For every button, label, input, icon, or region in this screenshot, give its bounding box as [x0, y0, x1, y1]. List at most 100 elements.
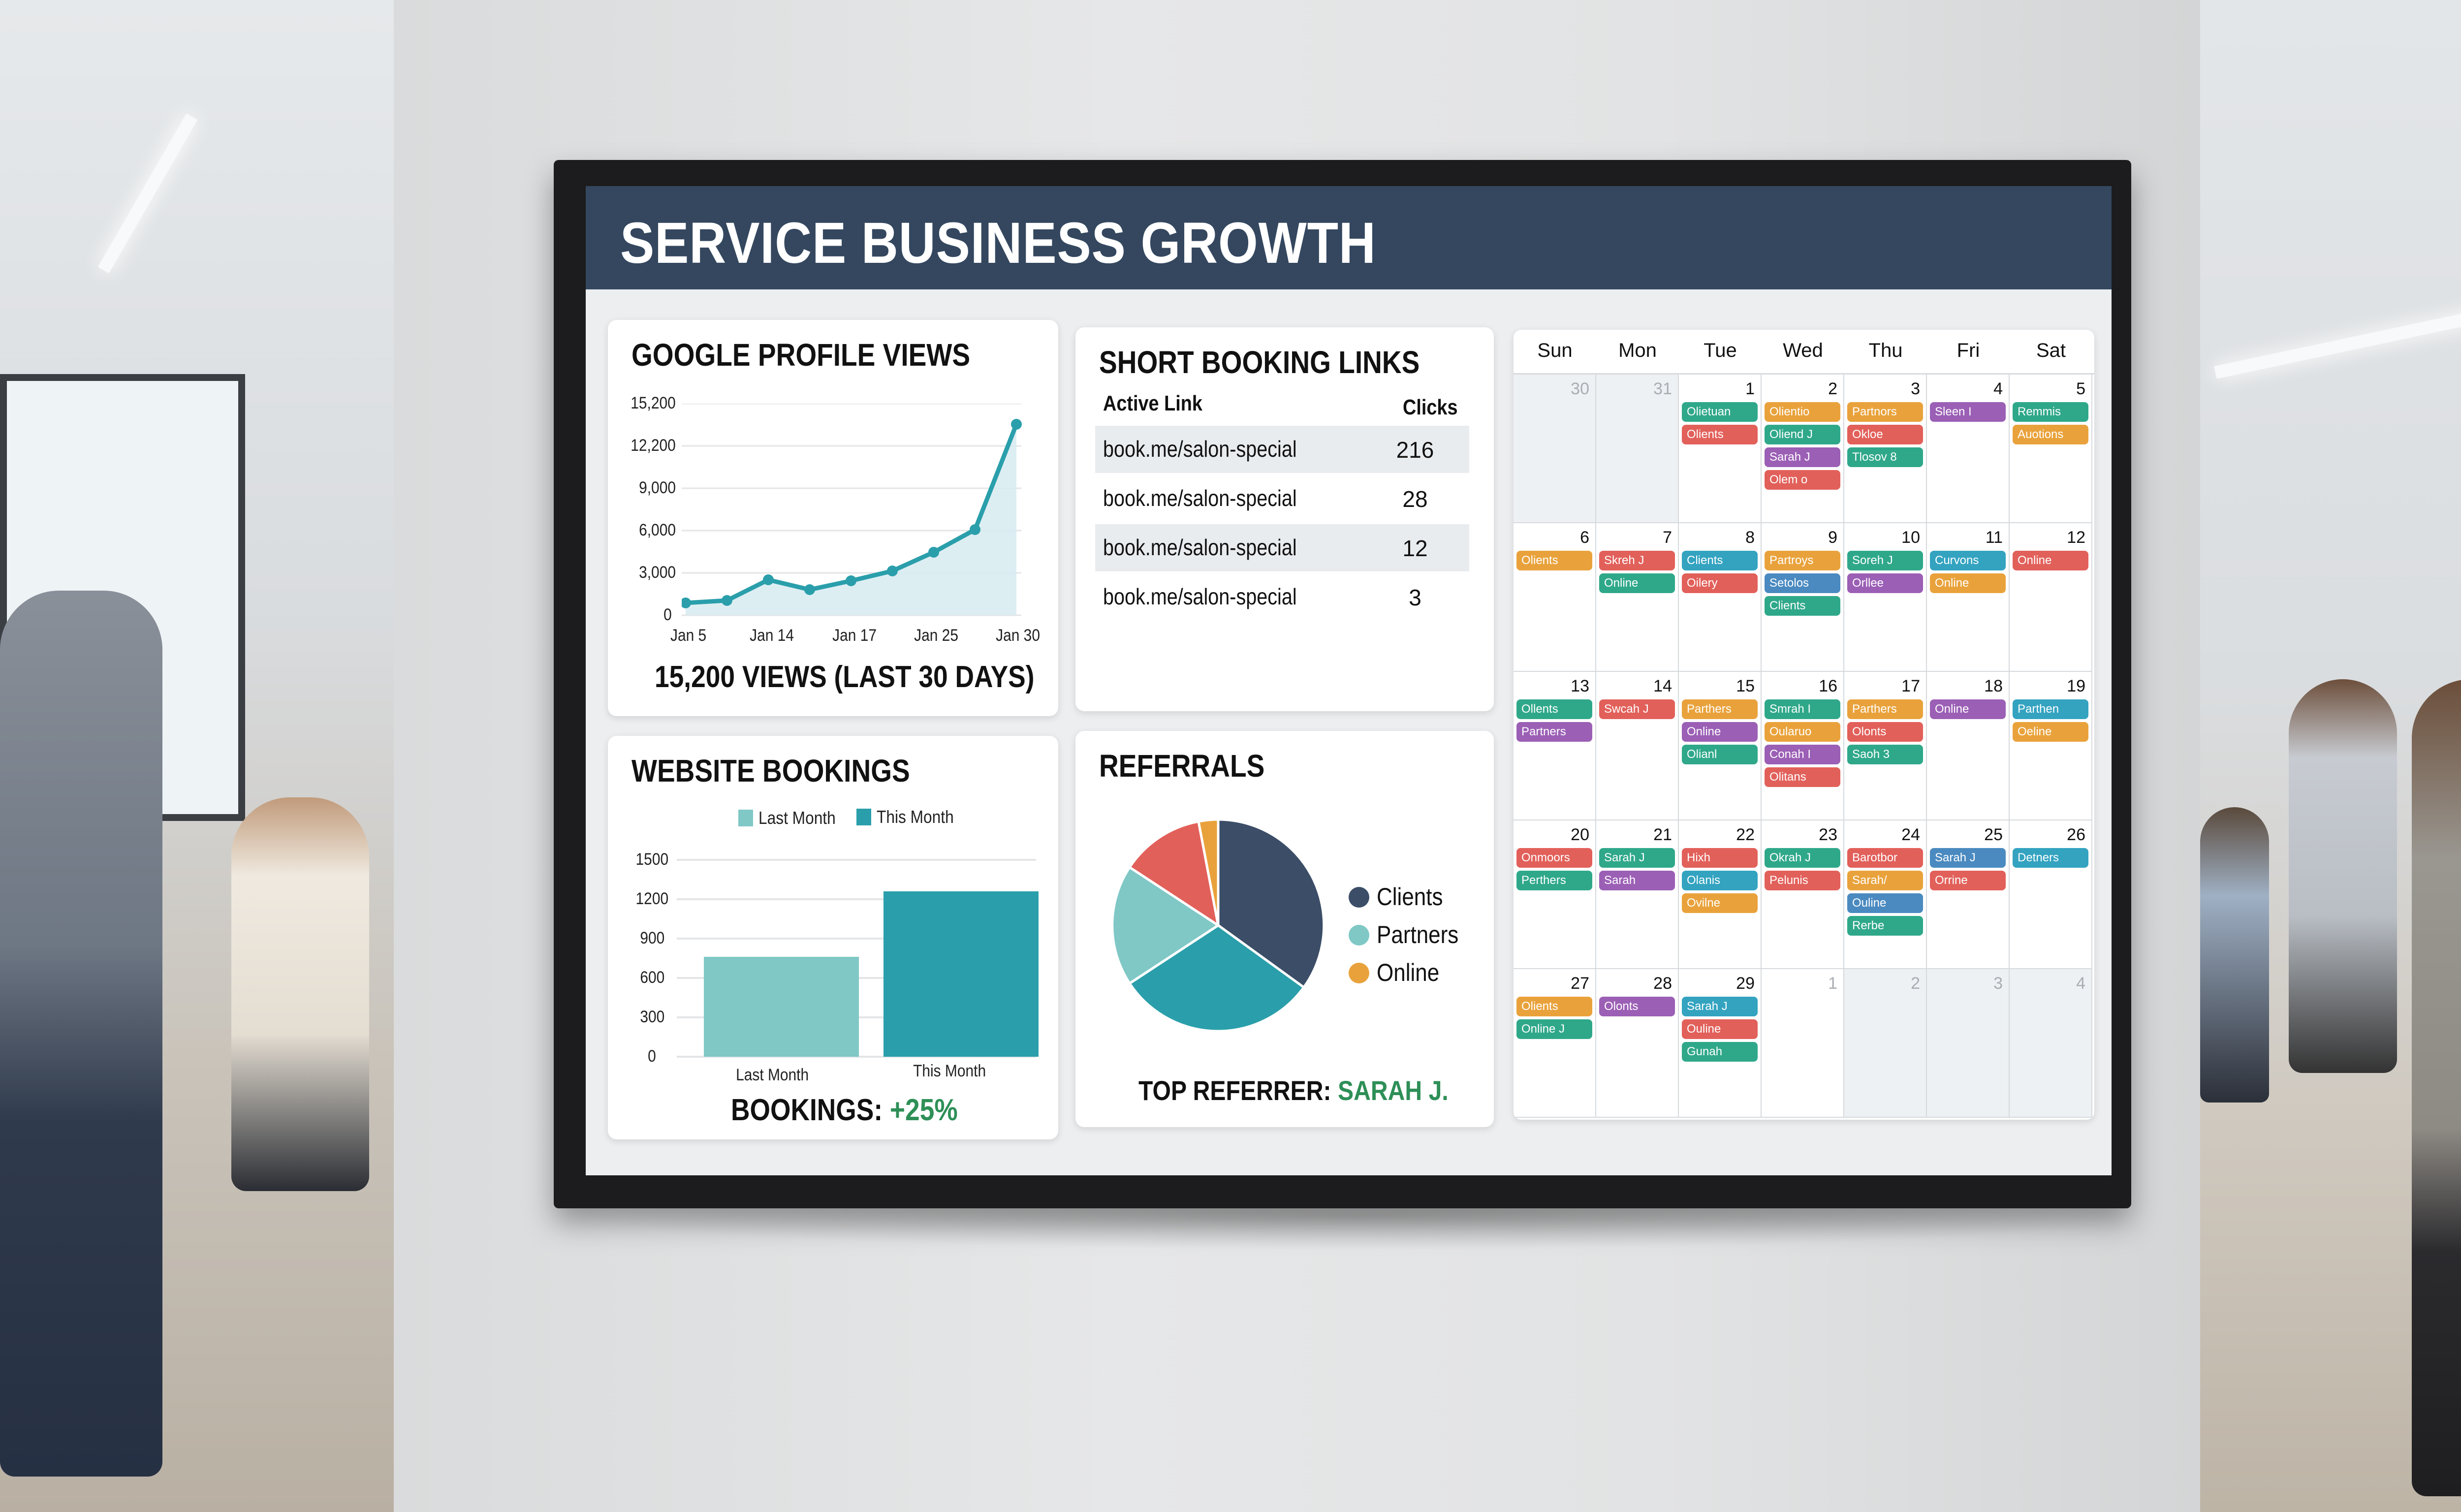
calendar-event[interactable]: Olitans — [1765, 767, 1840, 787]
calendar-day-cell[interactable]: 2 Olientio Oliend J Sarah J Olem o — [1762, 375, 1844, 523]
calendar-event[interactable]: Sarah — [1599, 871, 1675, 890]
calendar-event[interactable]: Oliend J — [1765, 425, 1840, 444]
calendar-day-cell[interactable]: 22 Hixh Olanis Ovilne — [1679, 820, 1762, 969]
table-row[interactable]: book.me/salon-special 28 — [1095, 475, 1469, 522]
calendar-event[interactable]: Olietuan — [1682, 402, 1758, 422]
calendar-event[interactable]: Ovilne — [1682, 893, 1758, 913]
calendar-day-cell[interactable]: 18 Online — [1927, 672, 2010, 820]
calendar-event[interactable]: Olem o — [1765, 470, 1840, 490]
calendar-day-cell[interactable]: 24 Barotbor Sarah/Ouline Rerbe — [1844, 820, 1927, 969]
calendar-day-cell[interactable]: 13 Ollents Partners — [1514, 672, 1596, 820]
calendar-event[interactable]: Tlosov 8 — [1847, 447, 1923, 467]
calendar-event[interactable]: Hixh — [1682, 848, 1758, 868]
calendar-event[interactable]: Curvons — [1930, 551, 2006, 570]
calendar-event[interactable]: Online J — [1516, 1019, 1592, 1039]
calendar-event[interactable]: Ouline — [1847, 893, 1923, 913]
calendar-day-cell[interactable]: 11 Curvons Online — [1927, 523, 2010, 672]
calendar-event[interactable]: Partners — [1516, 722, 1592, 742]
calendar-event[interactable]: Onmoors — [1516, 848, 1592, 868]
calendar-day-cell[interactable]: 31 — [1596, 375, 1679, 523]
calendar-event[interactable]: Olonts — [1847, 722, 1923, 742]
calendar-event[interactable]: Auotions — [2013, 425, 2088, 444]
calendar-event[interactable]: Olients — [1516, 551, 1592, 570]
calendar-event[interactable]: Smrah I — [1765, 699, 1840, 719]
calendar-event[interactable]: Clients — [1682, 551, 1758, 570]
calendar-day-cell[interactable]: 20 Onmoors Perthers — [1514, 820, 1596, 969]
calendar-event[interactable]: Pelunis — [1765, 871, 1840, 890]
calendar-event[interactable]: Parthers — [1847, 699, 1923, 719]
calendar-day-cell[interactable]: 3 — [1927, 969, 2010, 1118]
calendar-event[interactable]: Swcah J — [1599, 699, 1675, 719]
calendar-day-cell[interactable]: 4 Sleen I — [1927, 375, 2010, 523]
calendar-day-cell[interactable]: 5 Remmis Auotions — [2010, 375, 2092, 523]
calendar-day-cell[interactable]: 4 — [2010, 969, 2092, 1118]
calendar-event[interactable]: Olientio — [1765, 402, 1840, 422]
calendar-event[interactable]: Barotbor — [1847, 848, 1923, 868]
calendar-day-cell[interactable]: 30 — [1514, 375, 1596, 523]
calendar-day-cell[interactable]: 15 Parthers Online Olianl — [1679, 672, 1762, 820]
calendar-day-cell[interactable]: 29 Sarah J Ouline Gunah — [1679, 969, 1762, 1118]
calendar-event[interactable]: Detners — [2013, 848, 2088, 868]
calendar-event[interactable]: Sarah J — [1599, 848, 1675, 868]
calendar-event[interactable]: Perthers — [1516, 871, 1592, 890]
calendar-day-cell[interactable]: 1 Olietuan Olients — [1679, 375, 1762, 523]
calendar-event[interactable]: Olients — [1516, 997, 1592, 1016]
calendar-event[interactable]: Okloe — [1847, 425, 1923, 444]
link-url[interactable]: book.me/salon-special — [1103, 535, 1297, 560]
link-url[interactable]: book.me/salon-special — [1103, 436, 1297, 462]
calendar-day-cell[interactable]: 3 Partnors Okloe Tlosov 8 — [1844, 375, 1927, 523]
calendar-event[interactable]: Ollents — [1516, 699, 1592, 719]
calendar-event[interactable]: Orrine — [1930, 871, 2006, 890]
calendar-event[interactable]: Online — [2013, 551, 2088, 570]
calendar-day-cell[interactable]: 27 Olients Online J — [1514, 969, 1596, 1118]
calendar-day-cell[interactable]: 23 Okrah J Pelunis — [1762, 820, 1844, 969]
calendar-event[interactable]: Parthen — [2013, 699, 2088, 719]
calendar-event[interactable]: Olanis — [1682, 871, 1758, 890]
calendar-event[interactable]: Sleen I — [1930, 402, 2006, 422]
calendar-day-cell[interactable]: 25 Sarah J Orrine — [1927, 820, 2010, 969]
calendar-day-cell[interactable]: 6 Olients — [1514, 523, 1596, 672]
calendar-event[interactable]: Sarah/ — [1847, 871, 1923, 890]
calendar-event[interactable]: Online — [1682, 722, 1758, 742]
calendar-day-cell[interactable]: 17 Parthers Olonts Saoh 3 — [1844, 672, 1927, 820]
calendar-event[interactable]: Orllee — [1847, 573, 1923, 593]
calendar-event[interactable]: Online — [1930, 573, 2006, 593]
calendar-day-cell[interactable]: 19 Parthen Oeline — [2010, 672, 2092, 820]
calendar-event[interactable]: Skreh J — [1599, 551, 1675, 570]
calendar-event[interactable]: Online — [1599, 573, 1675, 593]
calendar-day-cell[interactable]: 7 Skreh J Online — [1596, 523, 1679, 672]
calendar-event[interactable]: Oularuo — [1765, 722, 1840, 742]
calendar-event[interactable]: Olients — [1682, 425, 1758, 444]
calendar-event[interactable]: Conah I — [1765, 745, 1840, 764]
calendar-day-cell[interactable]: 9 Partroys Setolos Clients — [1762, 523, 1844, 672]
calendar-event[interactable]: Sarah J — [1930, 848, 2006, 868]
calendar-day-cell[interactable]: 2 — [1844, 969, 1927, 1118]
calendar-event[interactable]: Sarah J — [1765, 447, 1840, 467]
calendar-event[interactable]: Rerbe — [1847, 916, 1923, 936]
calendar-event[interactable]: Online — [1930, 699, 2006, 719]
calendar-event[interactable]: Soreh J — [1847, 551, 1923, 570]
calendar-event[interactable]: Saoh 3 — [1847, 745, 1923, 764]
calendar-event[interactable]: Setolos — [1765, 573, 1840, 593]
calendar-event[interactable]: Olonts — [1599, 997, 1675, 1016]
calendar-event[interactable]: Partnors — [1847, 402, 1923, 422]
table-row[interactable]: book.me/salon-special 216 — [1095, 426, 1469, 473]
calendar-event[interactable]: Oilery — [1682, 573, 1758, 593]
calendar-day-cell[interactable]: 16 Smrah I Oularuo Conah I Olitans — [1762, 672, 1844, 820]
calendar-day-cell[interactable]: 28 Olonts — [1596, 969, 1679, 1118]
calendar-event[interactable]: Okrah J — [1765, 848, 1840, 868]
calendar-event[interactable]: Gunah — [1682, 1042, 1758, 1062]
calendar-event[interactable]: Sarah J — [1682, 997, 1758, 1016]
calendar-event[interactable]: Olianl — [1682, 745, 1758, 764]
calendar-event[interactable]: Oeline — [2013, 722, 2088, 742]
calendar-day-cell[interactable]: 26 Detners — [2010, 820, 2092, 969]
calendar-day-cell[interactable]: 21 Sarah J Sarah — [1596, 820, 1679, 969]
calendar-day-cell[interactable]: 14 Swcah J — [1596, 672, 1679, 820]
calendar-event[interactable]: Remmis — [2013, 402, 2088, 422]
table-row[interactable]: book.me/salon-special 12 — [1095, 524, 1469, 571]
calendar-day-cell[interactable]: 12 Online — [2010, 523, 2092, 672]
calendar-event[interactable]: Partroys — [1765, 551, 1840, 570]
calendar-event[interactable]: Parthers — [1682, 699, 1758, 719]
calendar-day-cell[interactable]: 1 — [1762, 969, 1844, 1118]
table-row[interactable]: book.me/salon-special 3 — [1095, 573, 1469, 621]
